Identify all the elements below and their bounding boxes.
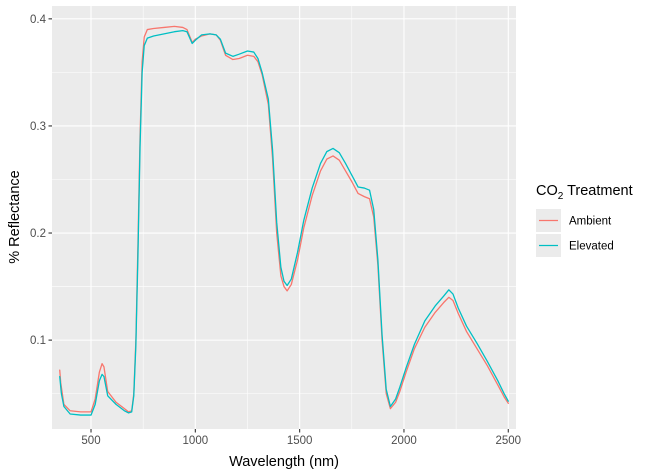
legend: CO2 Treatment Ambient Elevated <box>536 183 633 257</box>
x-tick-label: 1000 <box>183 435 209 447</box>
x-tick-label: 2000 <box>391 435 417 447</box>
legend-label-elevated: Elevated <box>569 241 614 253</box>
y-tick-label: 0.4 <box>30 14 47 26</box>
y-tick-label: 0.2 <box>30 228 46 240</box>
plot-panel <box>52 6 516 429</box>
x-tick-label: 1500 <box>287 435 313 447</box>
legend-label-ambient: Ambient <box>569 216 612 228</box>
x-tick-label: 2500 <box>495 435 521 447</box>
x-tick-label: 500 <box>81 435 100 447</box>
series-line-elevated <box>59 29 509 416</box>
x-axis-tick-labels: 500 1000 1500 2000 2500 <box>81 435 521 447</box>
series-line-ambient <box>59 25 509 413</box>
legend-title: CO2 Treatment <box>536 183 633 202</box>
major-gridlines <box>52 6 516 429</box>
y-tick-label: 0.1 <box>30 335 46 347</box>
x-axis-title: Wavelength (nm) <box>229 454 339 470</box>
axis-ticks <box>48 18 509 433</box>
y-axis-title: % Reflectance <box>7 170 23 264</box>
y-tick-label: 0.3 <box>30 121 46 133</box>
legend-items: Ambient Elevated <box>536 209 614 257</box>
series-lines <box>59 25 509 416</box>
y-axis-tick-labels: 0.1 0.2 0.3 0.4 <box>30 14 47 347</box>
